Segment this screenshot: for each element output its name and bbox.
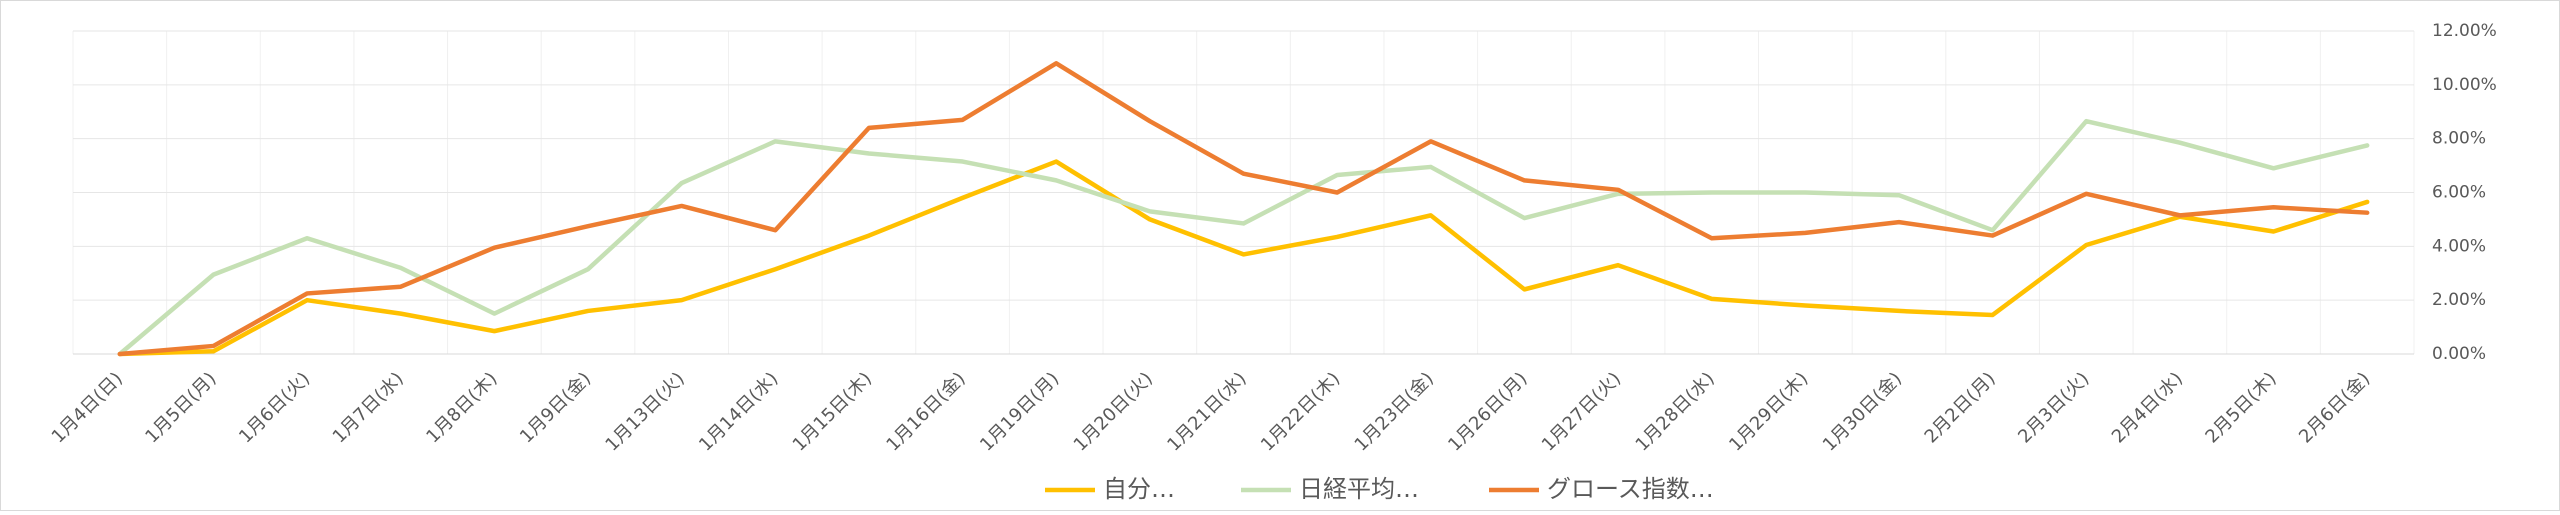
legend-label: 自分… [1103,475,1175,503]
series-line [117,61,2370,357]
y-tick-label: 0.00% [2432,344,2486,364]
legend-label: グロース指数… [1547,475,1714,503]
legend-label: 日経平均… [1299,475,1419,503]
series-line [117,118,2370,357]
series-line [117,159,2370,357]
y-tick-label: 8.00% [2432,129,2486,149]
y-tick-label: 12.00% [2432,21,2497,41]
y-tick-label: 6.00% [2432,183,2486,203]
y-tick-label: 4.00% [2432,236,2486,256]
y-tick-label: 2.00% [2432,290,2486,310]
y-tick-label: 10.00% [2432,75,2497,95]
